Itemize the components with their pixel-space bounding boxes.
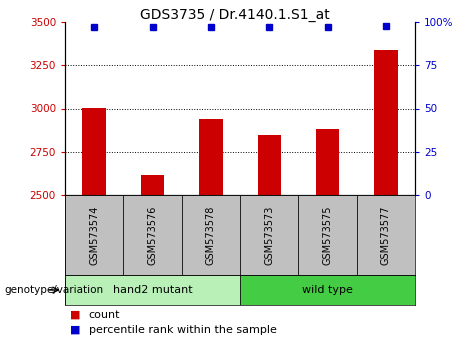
Bar bbox=[240, 195, 298, 275]
Bar bbox=[374, 50, 398, 195]
Text: ■: ■ bbox=[70, 325, 80, 335]
Text: GSM573573: GSM573573 bbox=[264, 205, 274, 265]
Text: genotype/variation: genotype/variation bbox=[5, 285, 104, 295]
Bar bbox=[258, 135, 281, 195]
Text: GDS3735 / Dr.4140.1.S1_at: GDS3735 / Dr.4140.1.S1_at bbox=[140, 8, 330, 22]
Text: GSM573576: GSM573576 bbox=[148, 205, 157, 265]
Bar bbox=[141, 175, 164, 195]
Text: ■: ■ bbox=[70, 310, 80, 320]
Bar bbox=[65, 275, 240, 305]
Bar bbox=[83, 108, 106, 195]
Bar bbox=[182, 195, 240, 275]
Text: percentile rank within the sample: percentile rank within the sample bbox=[88, 325, 276, 335]
Text: GSM573575: GSM573575 bbox=[322, 205, 332, 265]
Text: count: count bbox=[88, 310, 120, 320]
Bar bbox=[357, 195, 415, 275]
Text: GSM573577: GSM573577 bbox=[381, 205, 391, 265]
Bar bbox=[298, 195, 357, 275]
Text: hand2 mutant: hand2 mutant bbox=[113, 285, 192, 295]
Bar bbox=[240, 275, 415, 305]
Text: GSM573578: GSM573578 bbox=[206, 205, 216, 265]
Bar bbox=[65, 195, 123, 275]
Bar bbox=[123, 195, 182, 275]
Bar bbox=[316, 129, 339, 195]
Text: GSM573574: GSM573574 bbox=[89, 205, 99, 265]
Text: wild type: wild type bbox=[302, 285, 353, 295]
Bar bbox=[199, 119, 222, 195]
